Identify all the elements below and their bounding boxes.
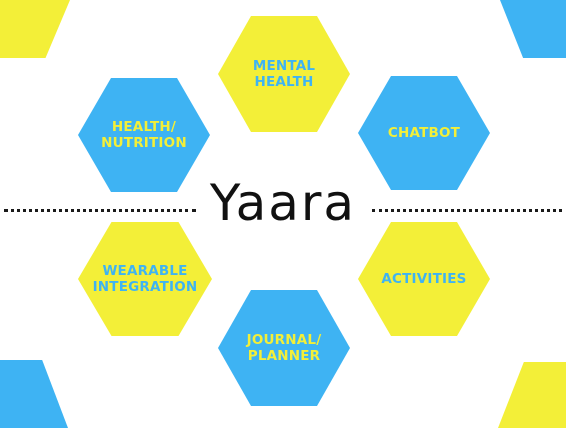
hex-chatbot: CHATBOT (358, 76, 490, 190)
divider-right (372, 209, 562, 212)
corner-shape-bottom-right (498, 362, 566, 428)
hex-label-mental-health: MENTAL HEALTH (252, 58, 316, 90)
corner-shape-bottom-left (0, 360, 68, 428)
hex-label-activities: ACTIVITIES (381, 271, 467, 287)
hex-activities: ACTIVITIES (358, 222, 490, 336)
corner-shape-top-right (500, 0, 566, 58)
center-title: Yaara (209, 174, 357, 232)
hex-mental-health: MENTAL HEALTH (218, 16, 350, 132)
hex-label-wearable-integration: WEARABLE INTEGRATION (92, 263, 198, 295)
corner-shape-top-left (0, 0, 70, 58)
hex-health-nutrition: HEALTH/ NUTRITION (78, 78, 210, 192)
hex-label-health-nutrition: HEALTH/ NUTRITION (101, 119, 187, 151)
divider-left (4, 209, 196, 212)
hex-label-journal-planner: JOURNAL/ PLANNER (246, 332, 322, 364)
hex-journal-planner: JOURNAL/ PLANNER (218, 290, 350, 406)
hex-label-chatbot: CHATBOT (387, 125, 461, 141)
hex-wearable-integration: WEARABLE INTEGRATION (78, 222, 212, 336)
